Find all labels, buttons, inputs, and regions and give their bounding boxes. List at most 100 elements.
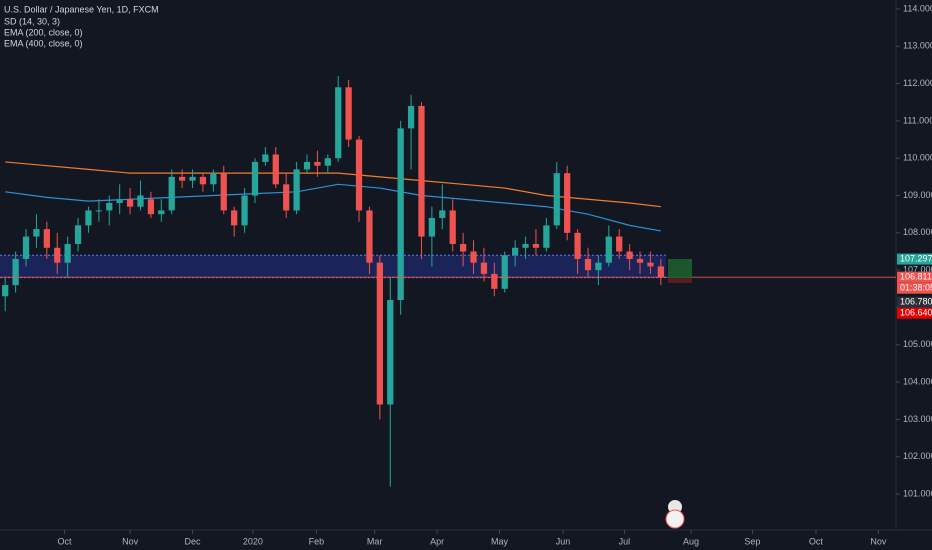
y-tick-label: 113.000 (903, 41, 932, 51)
candle-body (574, 232, 581, 259)
plot: 101.000102.000103.000104.000105.000106.0… (0, 3, 932, 546)
candle-body (168, 176, 175, 211)
price-tag-label: 106.640 (900, 308, 932, 318)
candle-body (553, 173, 560, 226)
candle-body (324, 158, 331, 166)
candle-body (501, 255, 508, 289)
candle-body (64, 244, 71, 263)
x-tick-label: Sep (744, 536, 760, 546)
candle-body (376, 262, 383, 405)
candle-body (43, 229, 50, 248)
candle-body (2, 285, 9, 297)
y-tick-label: 114.000 (903, 3, 932, 13)
candle-body (262, 154, 269, 162)
candle-body (251, 161, 259, 196)
candle-body (564, 173, 571, 233)
position-target[interactable] (668, 259, 692, 278)
candle-body (314, 161, 321, 166)
candle-body (470, 251, 477, 263)
x-tick-label: Jun (556, 536, 571, 546)
candle-body (397, 128, 404, 300)
candle-body (595, 262, 602, 271)
x-tick-label: Feb (309, 536, 325, 546)
candle-body (522, 244, 529, 248)
candle-body (532, 244, 540, 248)
candle-body (366, 210, 373, 263)
candle-body (126, 199, 134, 207)
y-tick-label: 103.000 (903, 414, 932, 424)
candle-body (199, 176, 207, 185)
ema-line (5, 183, 661, 232)
price-tag-label: 106.811 (900, 272, 932, 282)
y-tick-label: 101.000 (903, 488, 932, 498)
price-tag (897, 307, 932, 319)
price-tag (897, 253, 932, 265)
candle-body (293, 169, 300, 211)
candle-body (626, 251, 633, 259)
price-tag-label: 107.297 (900, 253, 932, 263)
candle-body (345, 87, 352, 140)
x-tick-label: Apr (430, 536, 444, 546)
x-tick-label: 2020 (243, 536, 263, 546)
x-tick-label: Aug (683, 536, 699, 546)
y-tick-label: 110.000 (903, 153, 932, 163)
candle-body (355, 139, 363, 211)
y-tick-label: 105.000 (903, 339, 932, 349)
candle-body (95, 210, 102, 212)
candle-body (647, 262, 654, 267)
candle-body (179, 176, 186, 181)
countdown: 01:38:05 (900, 283, 932, 293)
candle-body (303, 161, 311, 170)
indicator-label: SD (14, 30, 3) (4, 16, 60, 26)
x-tick-label: Mar (367, 536, 383, 546)
candle-body (335, 87, 342, 159)
x-tick-label: Jul (619, 536, 631, 546)
candle-body (85, 210, 92, 226)
candle-body (241, 195, 248, 226)
candle-body (147, 199, 155, 215)
candle-body (210, 173, 217, 185)
candle-body (158, 210, 165, 215)
indicator-label: EMA (400, close, 0) (4, 38, 83, 48)
candle-body (231, 210, 238, 226)
x-tick-label: Nov (870, 536, 887, 546)
indicator-label: EMA (200, close, 0) (4, 27, 83, 37)
candle-body (22, 236, 30, 259)
candle-body (636, 258, 644, 263)
y-tick-label: 108.000 (903, 227, 932, 237)
price-tag (897, 271, 932, 283)
x-tick-label: Nov (122, 536, 139, 546)
candle-body (428, 217, 436, 237)
x-tick-label: May (491, 536, 509, 546)
y-tick-label: 102.000 (903, 451, 932, 461)
y-tick-label: 107.000 (903, 265, 932, 275)
sd-band (0, 255, 667, 278)
candle-body (189, 176, 196, 181)
y-tick-label: 112.000 (903, 78, 932, 88)
y-tick-label: 104.000 (903, 376, 932, 386)
candle-body (74, 225, 82, 245)
x-tick-label: Oct (58, 536, 73, 546)
position-stop[interactable] (668, 278, 692, 283)
candle-body (387, 300, 394, 405)
candle-body (283, 184, 290, 211)
x-tick-label: Dec (185, 536, 202, 546)
price-tag-label: 106.780 (900, 297, 932, 307)
candle-body (220, 173, 227, 211)
candle-body (137, 195, 144, 207)
candle-body (449, 210, 456, 245)
candle-body (33, 229, 40, 237)
candle-body (407, 105, 415, 129)
chart-title: U.S. Dollar / Japanese Yen, 1D, FXCM (4, 4, 159, 14)
logo (665, 500, 685, 529)
candle-body (116, 199, 123, 203)
candle-body (54, 247, 61, 263)
candle-body (106, 202, 113, 211)
candle-body (657, 266, 664, 278)
countdown-tag (897, 282, 932, 294)
y-tick-label: 111.000 (903, 115, 932, 125)
candle-body (616, 236, 623, 252)
candle-body (418, 105, 425, 237)
candle-body (272, 154, 279, 185)
